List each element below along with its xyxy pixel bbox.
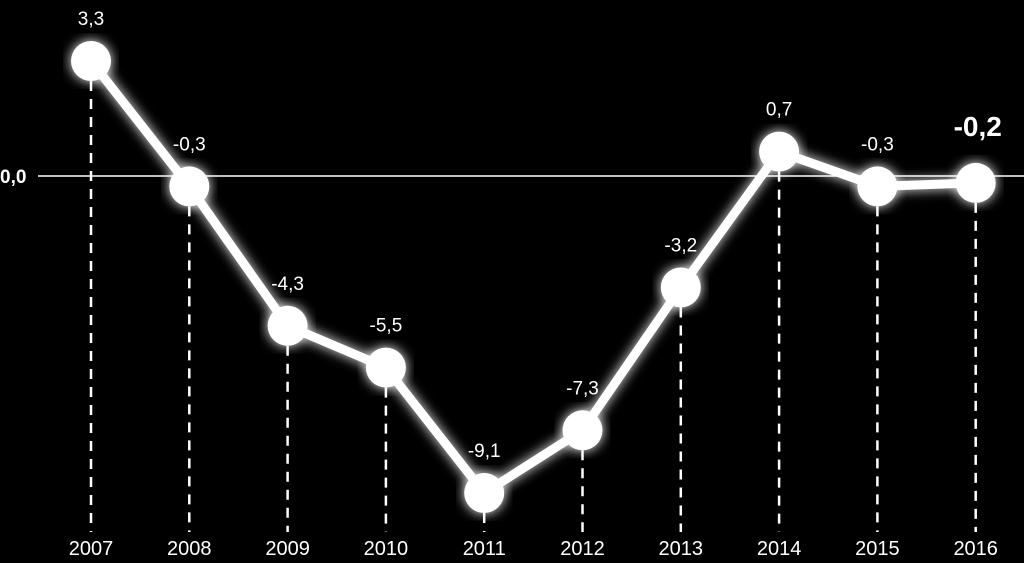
x-tick-label-2015: 2015 <box>855 538 900 560</box>
value-label-2009: -4,3 <box>271 274 304 295</box>
x-tick-label-2009: 2009 <box>265 538 310 560</box>
x-tick-label-2014: 2014 <box>757 538 802 560</box>
x-tick-label-2011: 2011 <box>463 538 506 560</box>
value-label-2015: -0,3 <box>861 134 894 155</box>
x-tick-labels-layer: 2007 2008 2009 2010 2011 2012 2013 2014 2015 2016 <box>69 538 998 560</box>
drop-lines-layer <box>89 81 977 532</box>
x-tick-label-2012: 2012 <box>560 538 605 560</box>
data-point-2012 <box>562 410 603 451</box>
x-tick-label-2010: 2010 <box>364 538 409 560</box>
data-point-2016 <box>955 162 996 203</box>
x-tick-label-2016: 2016 <box>953 538 998 560</box>
value-labels-layer: 3,3 -0,3 -4,3 -5,5 -9,1 -7,3 -3,2 0,7 -0,3 -0,2 <box>78 9 1002 462</box>
x-tick-label-2007: 2007 <box>69 538 114 560</box>
data-point-2007 <box>71 41 111 81</box>
x-tick-label-2013: 2013 <box>659 538 704 560</box>
value-label-2013: -3,2 <box>664 235 697 256</box>
value-label-2016: -0,2 <box>954 111 1002 142</box>
zero-line-label: 0,0 <box>0 167 26 188</box>
x-tick-label-2008: 2008 <box>167 538 212 560</box>
data-point-2009 <box>267 305 308 346</box>
data-point-2008 <box>169 166 210 207</box>
value-label-2008: -0,3 <box>173 134 206 155</box>
points-layer <box>71 41 996 513</box>
value-label-2007: 3,3 <box>78 9 104 30</box>
value-label-2012: -7,3 <box>566 378 599 399</box>
series-line-layer <box>86 56 981 498</box>
data-point-2011 <box>464 473 505 513</box>
data-point-2010 <box>365 347 406 388</box>
value-label-2011: -9,1 <box>468 441 501 462</box>
series-line <box>86 56 981 498</box>
data-point-2015 <box>857 166 898 207</box>
data-point-2013 <box>660 267 701 308</box>
value-label-2014: 0,7 <box>766 100 792 121</box>
data-point-2014 <box>759 131 800 172</box>
value-label-2010: -5,5 <box>370 316 403 337</box>
